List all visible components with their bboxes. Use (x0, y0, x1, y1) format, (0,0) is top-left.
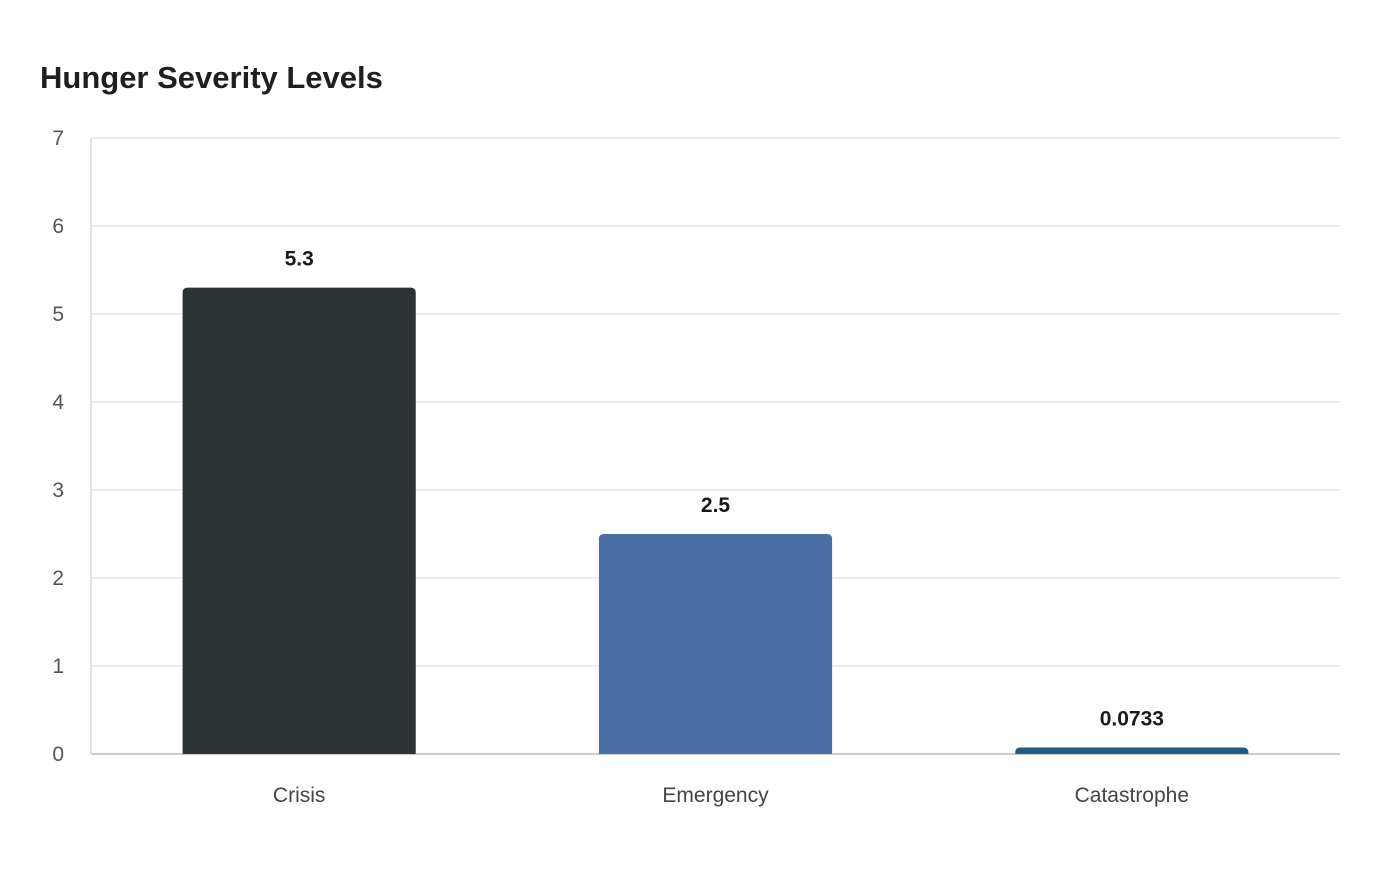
data-label: 5.3 (285, 248, 314, 271)
y-tick-label: 0 (52, 743, 64, 766)
y-tick-label: 2 (52, 567, 64, 590)
x-tick-label: Crisis (273, 784, 326, 807)
y-tick-label: 4 (52, 391, 64, 414)
y-tick-label: 1 (52, 655, 64, 678)
y-tick-label: 7 (52, 127, 64, 150)
x-tick-label: Emergency (662, 784, 769, 807)
y-tick-label: 5 (52, 303, 64, 326)
bar-crisis (182, 287, 416, 754)
data-label: 2.5 (701, 494, 731, 517)
data-label: 0.0733 (1100, 708, 1164, 731)
x-tick-label: Catastrophe (1075, 784, 1189, 807)
y-tick-label: 3 (52, 479, 64, 502)
bar-emergency (598, 534, 833, 754)
bar-catastrophe (1015, 747, 1249, 754)
y-tick-label: 6 (52, 215, 64, 238)
bars (182, 287, 1249, 754)
chart-title: Hunger Severity Levels (40, 60, 383, 95)
labels: 0 1 2 3 4 5 6 7 5.3 Crisis 2.5 Emergency 0.0733 Catas… (52, 127, 1189, 807)
